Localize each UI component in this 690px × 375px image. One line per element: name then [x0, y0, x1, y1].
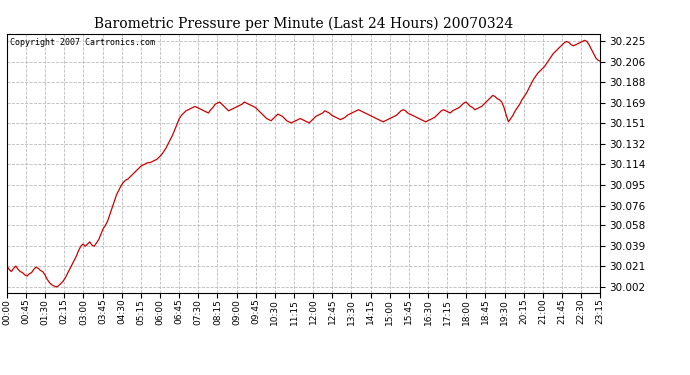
Title: Barometric Pressure per Minute (Last 24 Hours) 20070324: Barometric Pressure per Minute (Last 24 …: [94, 17, 513, 31]
Text: Copyright 2007 Cartronics.com: Copyright 2007 Cartronics.com: [10, 38, 155, 46]
